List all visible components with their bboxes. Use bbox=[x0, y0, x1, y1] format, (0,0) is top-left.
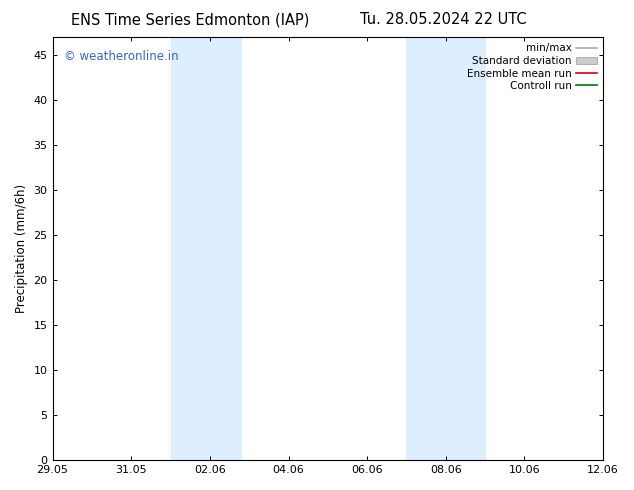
Y-axis label: Precipitation (mm/6h): Precipitation (mm/6h) bbox=[15, 184, 28, 313]
Text: ENS Time Series Edmonton (IAP): ENS Time Series Edmonton (IAP) bbox=[71, 12, 309, 27]
Legend: min/max, Standard deviation, Ensemble mean run, Controll run: min/max, Standard deviation, Ensemble me… bbox=[463, 39, 601, 95]
Bar bbox=[406, 37, 485, 460]
Text: Tu. 28.05.2024 22 UTC: Tu. 28.05.2024 22 UTC bbox=[361, 12, 527, 27]
Bar bbox=[171, 37, 242, 460]
Text: © weatheronline.in: © weatheronline.in bbox=[63, 50, 178, 63]
